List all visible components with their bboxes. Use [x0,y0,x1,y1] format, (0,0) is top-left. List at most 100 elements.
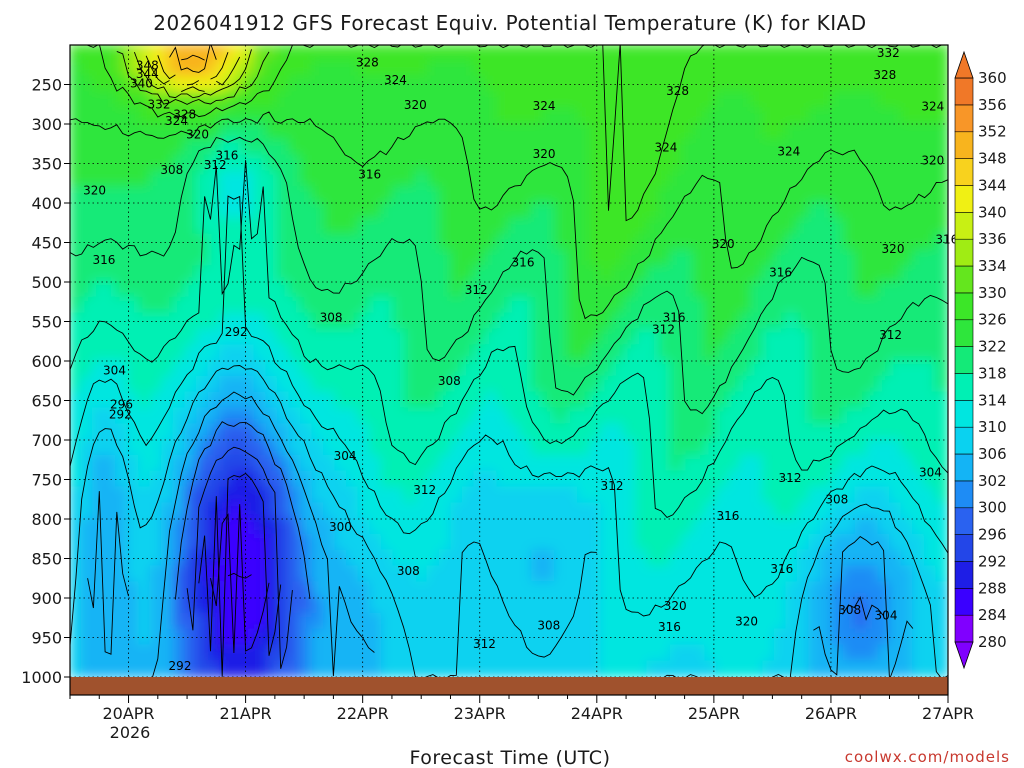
field-cell [819,328,834,347]
colorbar-label: 348 [978,150,1007,168]
field-cell [161,470,175,489]
field-cell [635,581,649,599]
field-cell [380,217,395,236]
field-cell [658,170,672,189]
field-cell [438,644,453,663]
field-cell [80,518,95,536]
field-cell [80,296,95,315]
field-cell [484,154,499,173]
field-cell [889,407,903,426]
field-cell [219,407,233,426]
field-cell [126,439,141,457]
field-cell [715,107,730,125]
field-cell [103,296,118,315]
field-cell [623,565,638,584]
field-cell [635,217,649,236]
field-cell [831,45,846,62]
field-cell [889,281,903,299]
field-cell [519,186,534,204]
field-cell [276,217,291,236]
field-cell [207,360,222,378]
field-cell [519,202,534,220]
field-cell [612,170,626,189]
field-cell [900,123,915,141]
field-cell [288,375,303,394]
field-cell [600,249,614,268]
field-cell [854,123,869,141]
field-cell [646,45,661,62]
field-cell [334,439,349,457]
field-cell [138,549,152,568]
field-cell [519,518,534,536]
field-cell [357,344,372,362]
contour-line [70,195,948,617]
field-cell [173,597,187,615]
field-cell [103,107,118,125]
field-cell [577,45,591,62]
field-cell [692,565,707,584]
field-cell [588,328,603,347]
field-cell [808,518,822,536]
field-cell [762,502,776,520]
contour-label: 332 [877,46,900,60]
colorbar-label: 340 [978,203,1007,221]
field-cell [692,249,707,268]
field-cell [138,217,152,236]
field-cell [427,581,441,599]
field-cell [207,644,222,663]
field-cell [138,170,152,189]
field-cell [646,612,661,631]
field-cell [323,312,337,331]
field-cell [161,123,175,141]
field-cell [311,59,326,78]
field-cell [612,644,626,663]
field-cell [912,549,926,568]
field-cell [866,360,880,378]
field-cell [600,59,614,78]
field-cell [612,454,626,473]
field-cell [92,91,106,110]
field-cell [808,249,822,268]
field-cell [669,660,684,678]
field-cell [427,123,441,141]
field-cell [773,360,788,378]
field-cell [438,328,453,347]
field-cell [276,123,291,141]
field-cell [831,644,846,663]
field-cell [635,518,649,536]
field-cell [126,533,141,552]
field-cell [253,91,268,110]
field-cell [554,186,568,204]
field-cell [473,660,487,678]
field-cell [334,186,349,204]
field-cell [288,612,303,631]
field-cell [311,565,326,584]
colorbar-swatch [954,507,974,535]
field-cell [704,628,718,647]
field-cell [669,454,684,473]
field-cell [323,391,337,410]
field-cell [461,296,476,315]
field-cell [184,597,199,615]
field-cell [739,91,753,110]
field-cell [600,581,614,599]
field-cell [808,296,822,315]
field-cell [727,375,742,394]
field-cell [70,407,83,426]
field-cell [681,375,695,394]
field-cell [773,533,788,552]
field-cell [912,439,926,457]
field-cell [715,123,730,141]
field-cell [380,660,395,678]
field-cell [692,186,707,204]
field-cell [912,486,926,505]
field-cell [276,202,291,220]
field-cell [773,518,788,536]
field-cell [900,138,915,157]
field-cell [796,518,811,536]
field-cell [80,644,95,663]
field-cell [762,328,776,347]
field-cell [149,170,164,189]
field-cell [196,391,210,410]
